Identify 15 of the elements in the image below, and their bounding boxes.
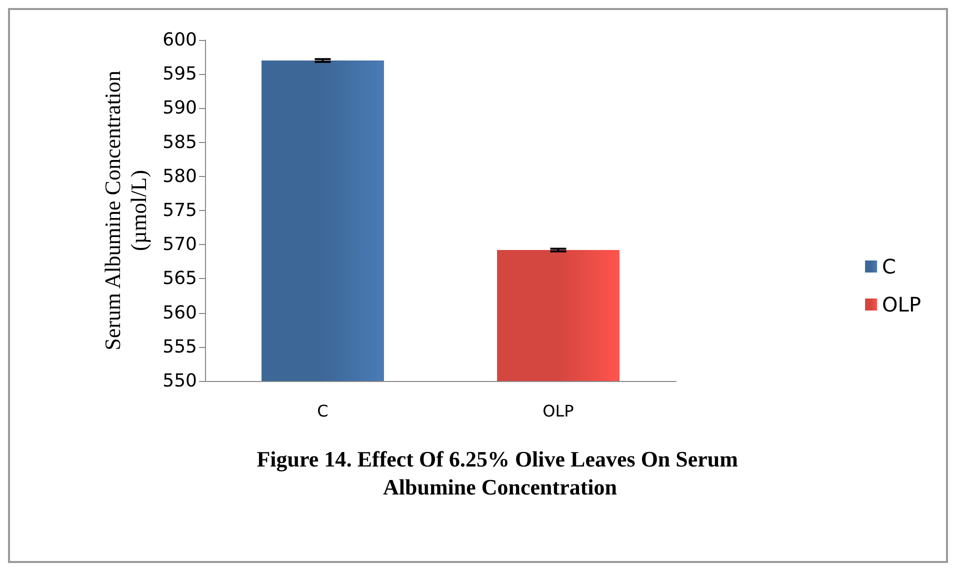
y-tick-label: 580	[162, 166, 197, 187]
text: Figure 14. Effect Of 6.25% Olive Leaves On Serum Albumine Concentration	[256, 446, 744, 500]
y-tick-label: 590	[162, 98, 197, 119]
y-tick-label: 595	[162, 64, 197, 85]
y-tick-label: 565	[162, 268, 197, 290]
y-tick-label: 560	[162, 302, 197, 324]
y-tick-label: 555	[162, 336, 197, 358]
y-tick-label: 585	[162, 132, 197, 153]
y-axis-title: Serum Albumine Concentration (µmol/L)	[100, 70, 152, 350]
y-tick-label: 600	[162, 30, 197, 50]
legend-label: C	[882, 254, 896, 278]
y-tick-label: 550	[162, 370, 197, 392]
y-tick-label: 570	[162, 234, 197, 256]
legend-label: OLP	[882, 292, 922, 316]
y-tick-label: 575	[162, 200, 197, 221]
